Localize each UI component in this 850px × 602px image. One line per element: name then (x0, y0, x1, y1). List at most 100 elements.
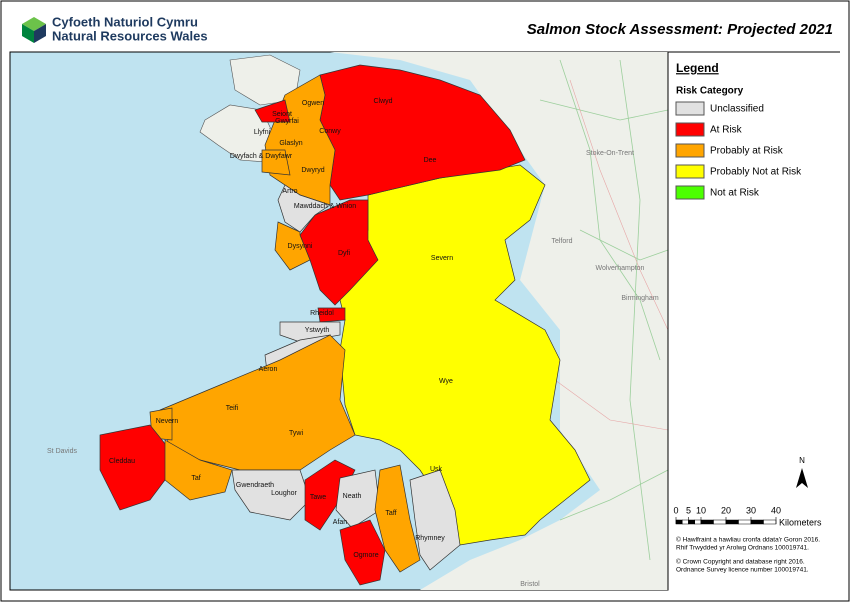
catchment-label: Rhymney (415, 535, 445, 542)
catchment-label: Rheidol (310, 310, 334, 317)
north-symbol (796, 468, 808, 488)
catchment-label: Dee (424, 157, 437, 164)
legend-label: Probably at Risk (710, 146, 784, 157)
catchment-label: Conwy (319, 128, 341, 135)
catchment (99, 424, 171, 511)
catchment-label: Dysynni (288, 243, 313, 250)
scale-segment (750, 519, 764, 525)
catchment (317, 307, 346, 323)
catchment-label: Ystwyth (305, 327, 330, 334)
legend-swatch (675, 122, 705, 137)
catchment (409, 469, 461, 571)
catchment-label: Dyfi (338, 250, 351, 257)
legend-subtitle: Risk Category (676, 86, 744, 97)
legend-label: Unclassified (710, 104, 764, 115)
catchment-label: Teifi (226, 405, 239, 412)
scale-segment (694, 519, 702, 525)
map-title: Salmon Stock Assessment: Projected 2021 (527, 21, 833, 38)
scale-label: 40 (771, 505, 781, 515)
scale-segment (738, 519, 752, 525)
scale-segment (688, 519, 695, 525)
scale-unit: Kilometers (779, 517, 822, 527)
logo-line: Cyfoeth Naturiol Cymru (52, 14, 198, 29)
catchment (374, 464, 421, 573)
catchment (261, 149, 291, 176)
copyright-line: © Crown Copyright and database right 201… (676, 558, 805, 566)
england-land (330, 52, 668, 590)
catchment (339, 164, 591, 546)
scale-label: 5 (686, 505, 691, 515)
place-label: Bristol (520, 581, 540, 588)
place-label: Stoke-On-Trent (586, 150, 634, 157)
scale-label: 10 (696, 505, 706, 515)
basemap-roads (539, 59, 669, 561)
scale-label: 20 (721, 505, 731, 515)
copyright-line: Rhif Trwydded yr Arolwg Ordnans 10001974… (676, 545, 809, 552)
catchment-label: Tawe (310, 494, 326, 501)
catchment (274, 221, 311, 271)
scale-segment (725, 519, 739, 525)
logo-line: Natural Resources Wales (52, 28, 208, 43)
legend-swatch (675, 185, 705, 200)
place-label: Wolverhampton (596, 265, 645, 272)
catchment-label: Usk (430, 466, 443, 473)
north-arrow: N (796, 456, 808, 488)
basemap-rail (554, 79, 669, 431)
catchment-label: Aeron (259, 366, 278, 373)
scale-segment (682, 519, 689, 525)
catchment-label: Clwyd (373, 98, 392, 105)
legend-swatch (675, 143, 705, 158)
catchment-label: Neath (343, 493, 362, 500)
catchment-label: Nevern (156, 418, 179, 425)
catchments (99, 64, 591, 586)
catchment-label: Taf (191, 475, 200, 482)
catchment-label: Cleddau (109, 458, 135, 465)
catchment (335, 469, 381, 529)
catchment-label: Taff (385, 510, 396, 517)
catchment-label: Ogwen (302, 100, 324, 107)
catchment (231, 469, 311, 521)
catchment-label: Dwyfach & Dwyfawr (230, 153, 293, 160)
catchment-label: Llyfni (254, 129, 271, 136)
catchment-label: Gwyrfai (275, 118, 299, 125)
catchment-label: Ogmore (353, 552, 378, 559)
catchment-label: Wye (439, 378, 453, 385)
place-label: Telford (551, 238, 572, 245)
copyright: © Hawlfraint a hawliau cronfa ddata'r Go… (676, 536, 820, 574)
catchment (164, 439, 233, 501)
scale-segment (713, 519, 727, 525)
logo-icon (22, 17, 46, 43)
catchment-label: Tywi (289, 430, 303, 437)
catchment-label: Loughor (271, 490, 297, 497)
catchment-label: Afan (333, 519, 348, 526)
scale-label: 30 (746, 505, 756, 515)
catchment-label: Dwyryd (301, 167, 324, 174)
legend: Unclassified At Risk Probably at Risk Proba… (675, 101, 802, 200)
catchment-label: Severn (431, 255, 453, 262)
catchment (277, 184, 331, 233)
place-labels: Stoke-On-Trent Telford Wolverhampton Birmin… (47, 150, 659, 588)
catchment-label: Seiont (272, 111, 292, 118)
north-label: N (799, 456, 805, 465)
catchment-label: Mawddach & Wnion (294, 203, 356, 210)
catchment-label: Gwendraeth (236, 482, 274, 489)
copyright-line: Ordnance Survey licence number 100019741… (676, 567, 809, 574)
scale-label: 0 (673, 505, 678, 515)
copyright-line: © Hawlfraint a hawliau cronfa ddata'r Go… (676, 536, 820, 544)
catchment (254, 99, 291, 123)
legend-label: At Risk (710, 125, 743, 136)
legend-label: Not at Risk (710, 188, 760, 199)
catchment-label: Artro (282, 188, 297, 195)
catchment-label: Glaslyn (279, 140, 302, 147)
place-label: Birmingham (621, 295, 659, 302)
place-label: St Davids (47, 448, 77, 455)
legend-swatch (675, 101, 705, 116)
catchment (339, 519, 386, 586)
scale-segment (763, 519, 777, 525)
legend-swatch (675, 164, 705, 179)
scale-bar: 0 5 10 20 30 40 Kilometers (673, 505, 822, 527)
scale-segment (700, 519, 714, 525)
